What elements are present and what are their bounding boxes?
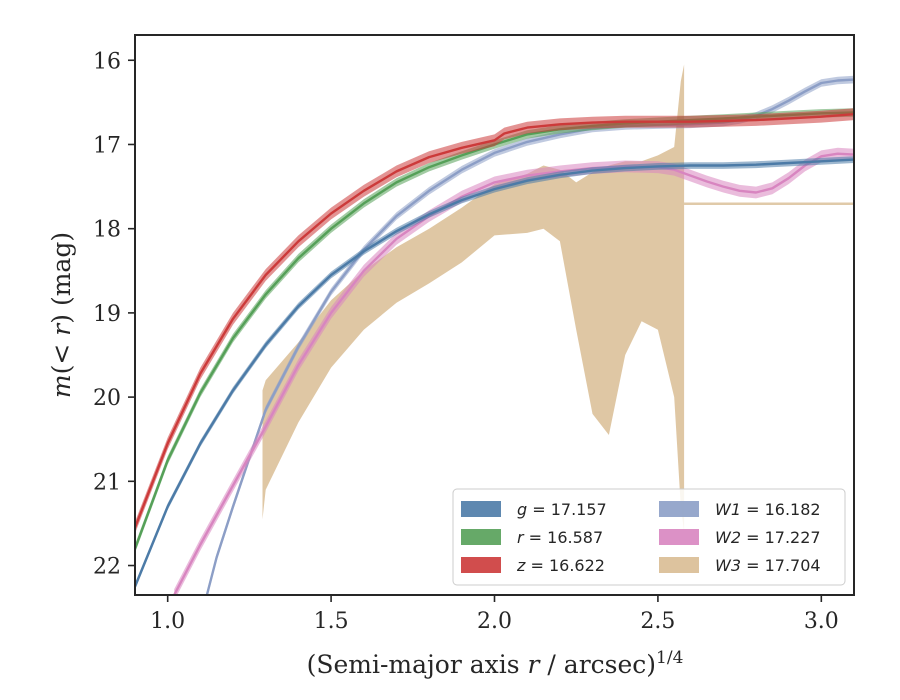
legend-swatch-w3 (659, 557, 699, 573)
series-g-line (135, 158, 854, 588)
legend-label-w3: W3 = 17.704 (715, 556, 821, 575)
x-tick-label: 2.5 (640, 609, 675, 634)
legend-swatch-z (461, 557, 501, 573)
y-tick-label: 19 (93, 302, 121, 327)
legend-label-w1: W1 = 16.182 (715, 500, 821, 519)
legend-label-g: g = 17.157 (517, 500, 607, 519)
axis-ticks: 1.0 1.5 2.0 2.5 3.0 16 17 18 19 20 21 22 (93, 49, 839, 634)
legend: g = 17.157 r = 16.587 z = 16.622 W1 = 16.18… (452, 488, 846, 586)
legend-label-w2: W2 = 17.227 (715, 528, 821, 547)
legend-box (452, 488, 846, 586)
x-tick-label: 3.0 (804, 609, 839, 634)
series-w3-band (262, 64, 685, 532)
series-r-band (135, 108, 854, 553)
y-tick-label: 21 (93, 470, 121, 495)
legend-swatch-g (461, 501, 501, 517)
y-axis-label: m(< r) (mag) (47, 232, 76, 398)
x-tick-label: 2.0 (477, 609, 512, 634)
legend-swatch-w1 (659, 501, 699, 517)
plot-area (135, 64, 854, 595)
x-tick-label: 1.5 (314, 609, 349, 634)
legend-label-r: r = 16.587 (517, 528, 603, 547)
x-axis-label: (Semi-major axis r / arcsec)1/4 (307, 648, 684, 679)
legend-swatch-r (461, 529, 501, 545)
y-tick-label: 22 (93, 555, 121, 580)
series-z-line (135, 113, 854, 529)
legend-swatch-w2 (659, 529, 699, 545)
y-tick-label: 20 (93, 386, 121, 411)
legend-label-z: z = 16.622 (516, 556, 605, 575)
y-tick-label: 17 (93, 133, 121, 158)
x-tick-label: 1.0 (150, 609, 185, 634)
y-tick-label: 18 (93, 218, 121, 243)
y-tick-label: 16 (93, 49, 121, 74)
